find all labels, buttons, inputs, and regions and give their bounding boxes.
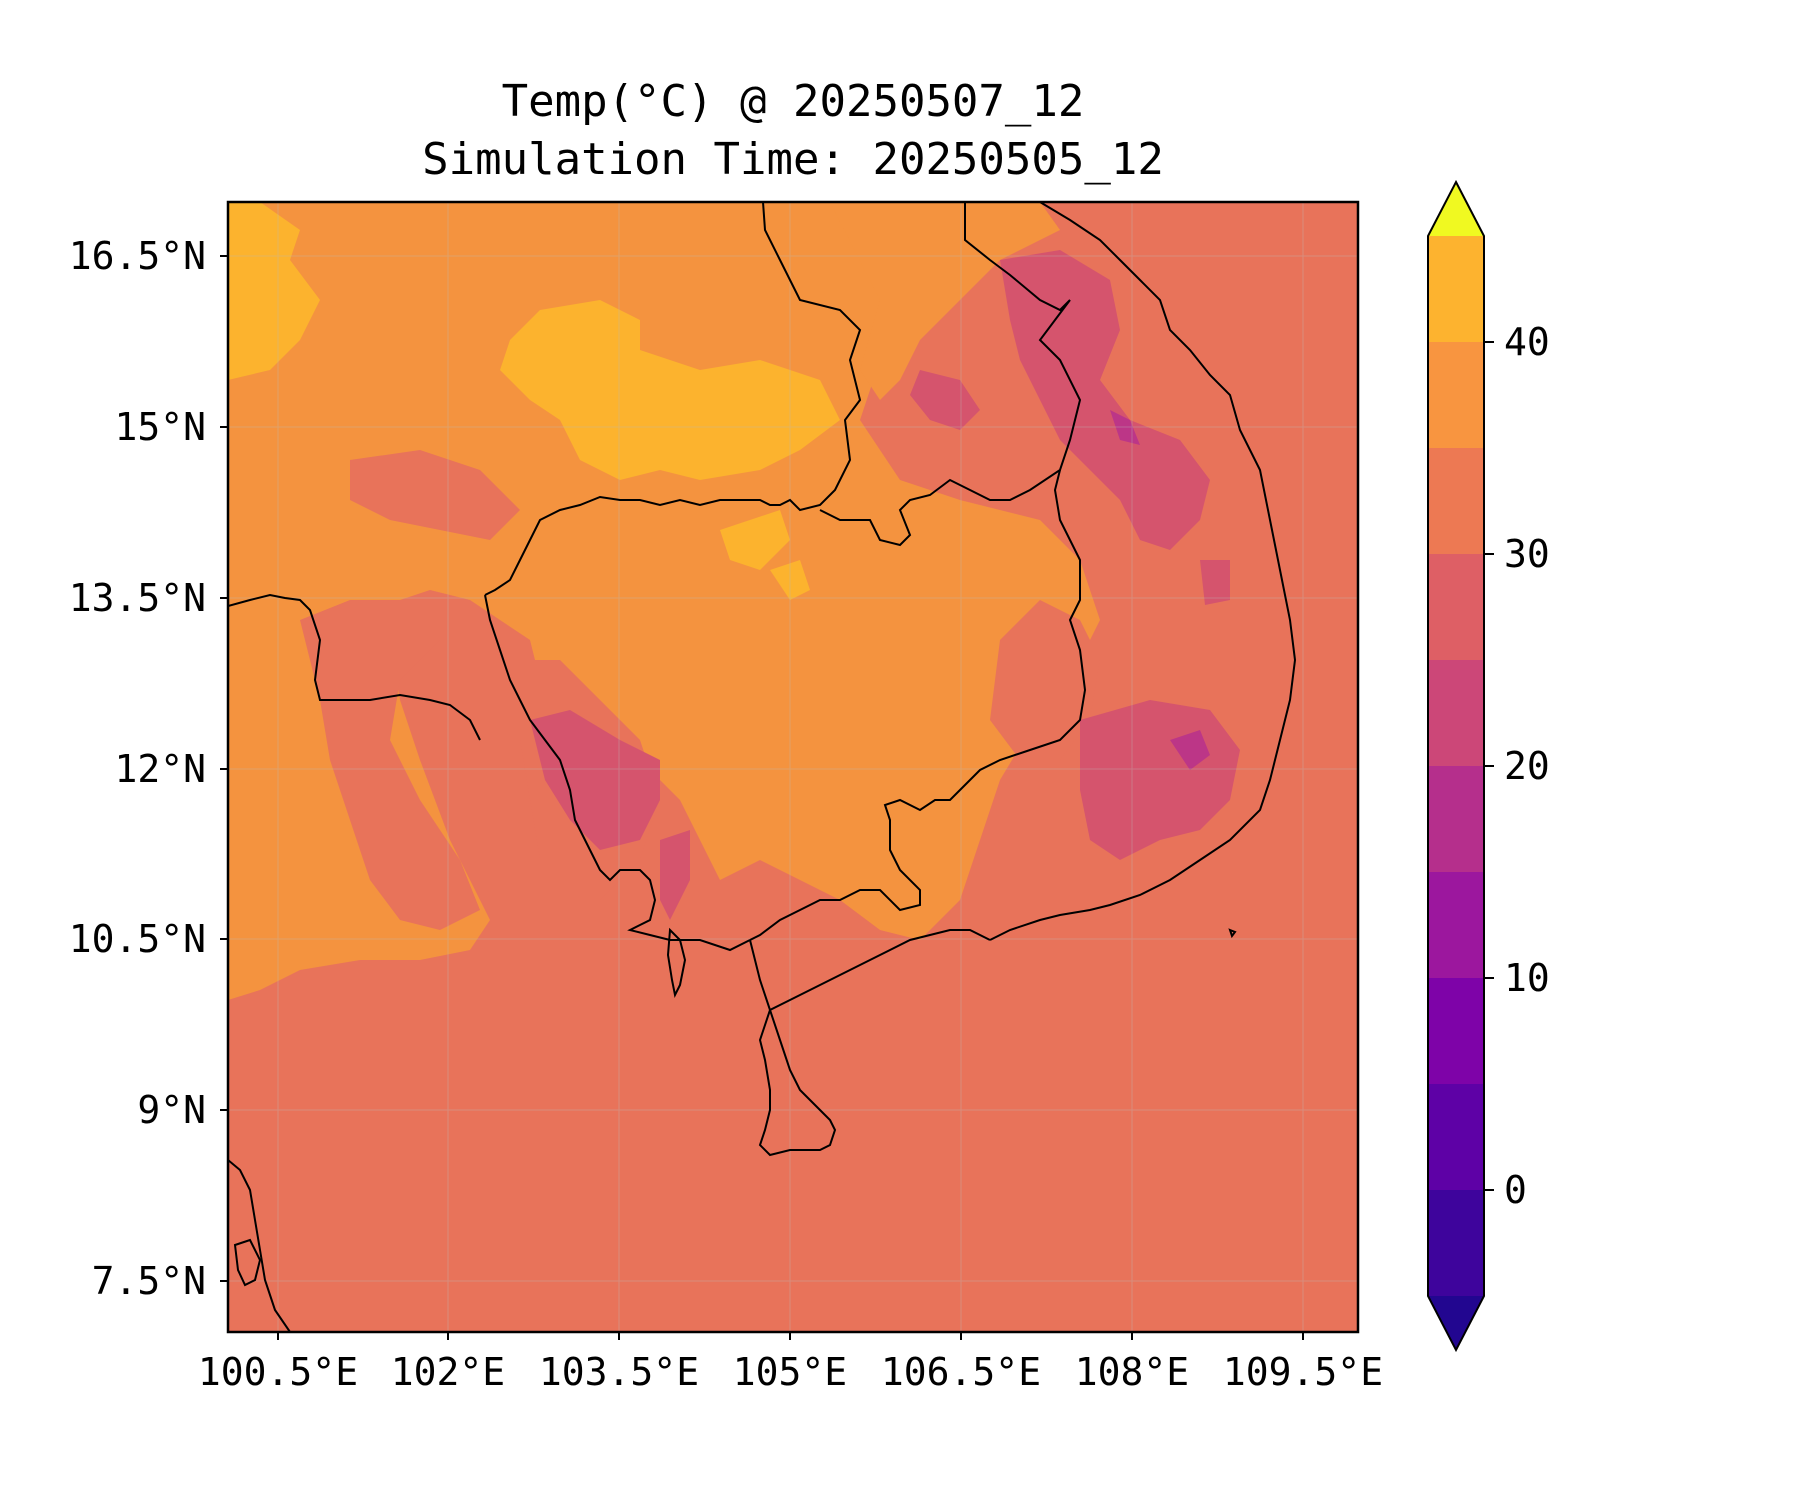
- coast-mekong-delta: [749, 929, 991, 1157]
- island-samui: [233, 1238, 262, 1287]
- lat-tick-label: 13.5°N: [69, 576, 206, 620]
- colorbar-segment: [1428, 1190, 1484, 1296]
- colorbar-segment: [1428, 448, 1484, 554]
- colorbar-segment: [1428, 978, 1484, 1084]
- colorbar-tick-label: 30: [1504, 532, 1550, 576]
- lon-tick-label: 100.5°E: [198, 1350, 358, 1394]
- lon-tick-label: 105°E: [733, 1350, 847, 1394]
- temperature-field: [228, 202, 1358, 1332]
- coastlines-borders: [228, 202, 1297, 1332]
- field-band-20-25-laos: [910, 370, 980, 430]
- lon-tick-label: 102°E: [391, 1350, 505, 1394]
- border-cambodia-vietnam: [749, 469, 1087, 941]
- field-band-35-40-center: [500, 300, 840, 480]
- colorbar-segment: [1428, 236, 1484, 342]
- field-band-25-30-tongue: [350, 450, 520, 540]
- coast-vietnam-east: [989, 202, 1297, 941]
- colorbar: 40 30 20 10 0: [1427, 179, 1550, 1353]
- colorbar-tick-label: 40: [1504, 320, 1550, 364]
- border-thailand-laos-cambodia: [484, 202, 862, 596]
- colorbar-extend-low: [1428, 1296, 1484, 1350]
- lat-axis: 16.5°N 15°N 13.5°N 12°N 10.5°N 9°N 7.5°N: [69, 234, 228, 1303]
- colorbar-segment: [1428, 1084, 1484, 1190]
- lat-tick-label: 15°N: [114, 405, 206, 449]
- field-band-35-40-nw: [228, 202, 320, 380]
- field-band-30-35-north: [830, 202, 1060, 400]
- coast-malay-peninsula: [228, 1159, 291, 1332]
- field-band-25-30-west: [300, 600, 480, 930]
- field-band-20-25-cardamom: [530, 710, 660, 850]
- lon-tick-label: 109.5°E: [1223, 1350, 1383, 1394]
- lat-tick-label: 16.5°N: [69, 234, 206, 278]
- lon-tick-label: 103.5°E: [539, 1350, 699, 1394]
- lon-tick-label: 108°E: [1075, 1350, 1189, 1394]
- lat-tick-label: 9°N: [137, 1088, 206, 1132]
- chart-subtitle: Simulation Time: 20250505_12: [422, 134, 1164, 185]
- colorbar-outline: [1427, 179, 1485, 1353]
- colorbar-segment: [1428, 872, 1484, 978]
- colorbar-extend-high: [1428, 182, 1484, 236]
- colorbar-segment: [1428, 342, 1484, 448]
- lon-axis: 100.5°E 102°E 103.5°E 105°E 106.5°E 108°E 109.…: [198, 1332, 1383, 1394]
- field-band-20-25-patch2: [1200, 560, 1230, 605]
- lat-tick-label: 12°N: [114, 747, 206, 791]
- coast-thailand-west: [228, 593, 481, 741]
- colorbar-segment: [1428, 766, 1484, 872]
- field-band-30-35-west: [228, 202, 1100, 1000]
- field-band-15-20-north: [1110, 410, 1140, 445]
- coast-gulf-of-thailand: [484, 594, 751, 952]
- border-laos-vietnam: [819, 202, 1082, 547]
- colorbar-tick-label: 10: [1504, 956, 1550, 1000]
- field-band-35-40-patch2: [770, 560, 810, 600]
- colorbar-segment: [1428, 660, 1484, 766]
- lat-tick-label: 7.5°N: [92, 1259, 206, 1303]
- colorbar-tick-label: 20: [1504, 744, 1550, 788]
- map-frame: [226, 200, 1360, 1334]
- field-band-20-25-patch: [660, 830, 690, 920]
- colorbar-segment: [1428, 554, 1484, 660]
- chart-title: Temp(°C) @ 20250507_12: [501, 76, 1085, 127]
- field-band-35-40-patch: [720, 510, 790, 570]
- island-small: [1228, 928, 1237, 939]
- lon-tick-label: 106.5°E: [881, 1350, 1041, 1394]
- lat-tick-label: 10.5°N: [69, 917, 206, 961]
- field-band-15-20-east: [1170, 730, 1210, 770]
- graticule: [228, 202, 1358, 1332]
- colorbar-tick-label: 0: [1504, 1168, 1527, 1212]
- field-band-25-30-east: [990, 600, 1100, 760]
- island-phu-quoc: [666, 927, 687, 999]
